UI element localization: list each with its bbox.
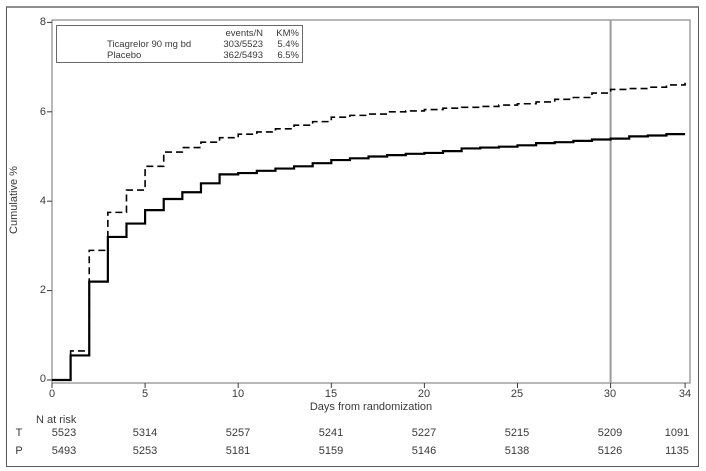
y-axis-title: Cumulative %	[8, 166, 20, 234]
x-tick-label: 25	[510, 388, 524, 400]
ticagrelor-curve	[52, 133, 686, 382]
risk-count: 5523	[51, 427, 77, 439]
risk-count: 5138	[504, 445, 530, 457]
y-tick-label: 4	[39, 195, 46, 207]
risk-count: 5241	[318, 427, 344, 439]
x-tick-label: 15	[324, 388, 338, 400]
n-at-risk-header: N at risk	[36, 414, 77, 426]
legend-events-placebo: 362/5493	[223, 50, 263, 61]
risk-count: 5215	[504, 427, 530, 439]
x-axis-title: Days from randomization	[309, 401, 433, 413]
y-tick-label: 2	[39, 284, 46, 296]
legend-km-ticagrelor: 5.4%	[277, 39, 299, 50]
risk-count: 5257	[225, 427, 251, 439]
x-tick-label: 30	[603, 388, 617, 400]
risk-count: 5209	[597, 427, 623, 439]
x-tick-label: 10	[231, 388, 245, 400]
risk-count: 1135	[665, 445, 689, 457]
y-tick-label: 8	[39, 16, 46, 28]
risk-count: 5227	[411, 427, 437, 439]
y-axis-ticks	[47, 21, 52, 381]
legend-header-km: KM%	[276, 28, 299, 39]
x-tick-label: 20	[417, 388, 431, 400]
legend-label-ticagrelor: Ticagrelor 90 mg bd	[107, 39, 192, 50]
placebo-curve	[52, 82, 686, 381]
y-tick-label: 6	[39, 106, 46, 118]
legend-km-placebo: 6.5%	[277, 50, 299, 61]
legend-header-events: events/N	[225, 28, 264, 39]
risk-row-label-p: P	[15, 445, 23, 457]
x-axis-ticks	[51, 383, 686, 388]
legend-label-placebo: Placebo	[107, 50, 142, 61]
risk-count: 5253	[132, 445, 158, 457]
risk-count: 5126	[597, 445, 623, 457]
x-tick-label: 34	[678, 388, 692, 400]
risk-count: 1091	[664, 427, 690, 439]
risk-count: 5146	[411, 445, 437, 457]
y-tick-label: 0	[39, 373, 46, 385]
x-tick-label: 0	[48, 388, 56, 400]
risk-count: 5314	[132, 427, 158, 439]
legend-box: events/N KM% Ticagrelor 90 mg bd 303/552…	[56, 25, 303, 63]
risk-count: 5493	[51, 445, 77, 457]
legend-row	[61, 39, 105, 50]
risk-count: 5181	[225, 445, 251, 457]
risk-row-label-t: T	[15, 427, 23, 439]
legend-events-ticagrelor: 303/5523	[223, 39, 263, 50]
x-tick-label: 5	[141, 388, 149, 400]
risk-count: 5159	[318, 445, 344, 457]
legend-row	[61, 50, 105, 61]
plot-frame	[51, 19, 691, 384]
